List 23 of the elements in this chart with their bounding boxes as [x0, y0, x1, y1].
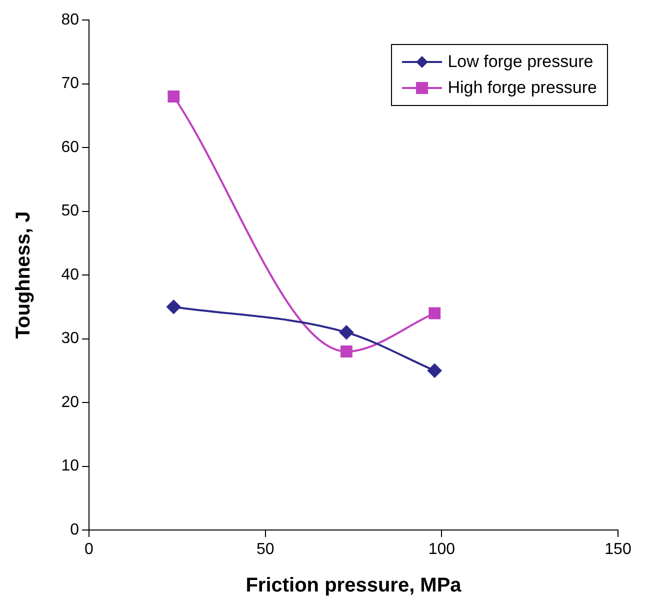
y-tick-label: 70	[61, 75, 80, 92]
y-tick-label: 10	[61, 458, 80, 475]
x-tick-label: 100	[428, 541, 456, 558]
legend-label: High forge pressure	[448, 78, 597, 98]
y-tick-label: 50	[61, 202, 80, 220]
x-tick-label: 150	[604, 541, 632, 558]
y-tick-label: 30	[61, 330, 80, 348]
legend-label: Low forge pressure	[448, 52, 594, 72]
y-tick-label: 80	[61, 11, 80, 28]
x-axis-title: Friction pressure, MPa	[246, 574, 462, 597]
point	[339, 325, 354, 340]
y-tick-label: 40	[61, 266, 80, 284]
point	[168, 90, 180, 102]
point	[340, 346, 352, 358]
point	[428, 364, 442, 378]
y-axis-title: Toughness, J	[12, 211, 35, 339]
point	[428, 307, 441, 320]
y-tick-label: 60	[61, 138, 80, 156]
y-tick-label: 0	[70, 521, 80, 538]
x-tick-label: 0	[84, 541, 94, 558]
point	[166, 300, 181, 314]
y-tick-label: 20	[61, 394, 80, 411]
x-tick-label: 50	[256, 541, 274, 558]
